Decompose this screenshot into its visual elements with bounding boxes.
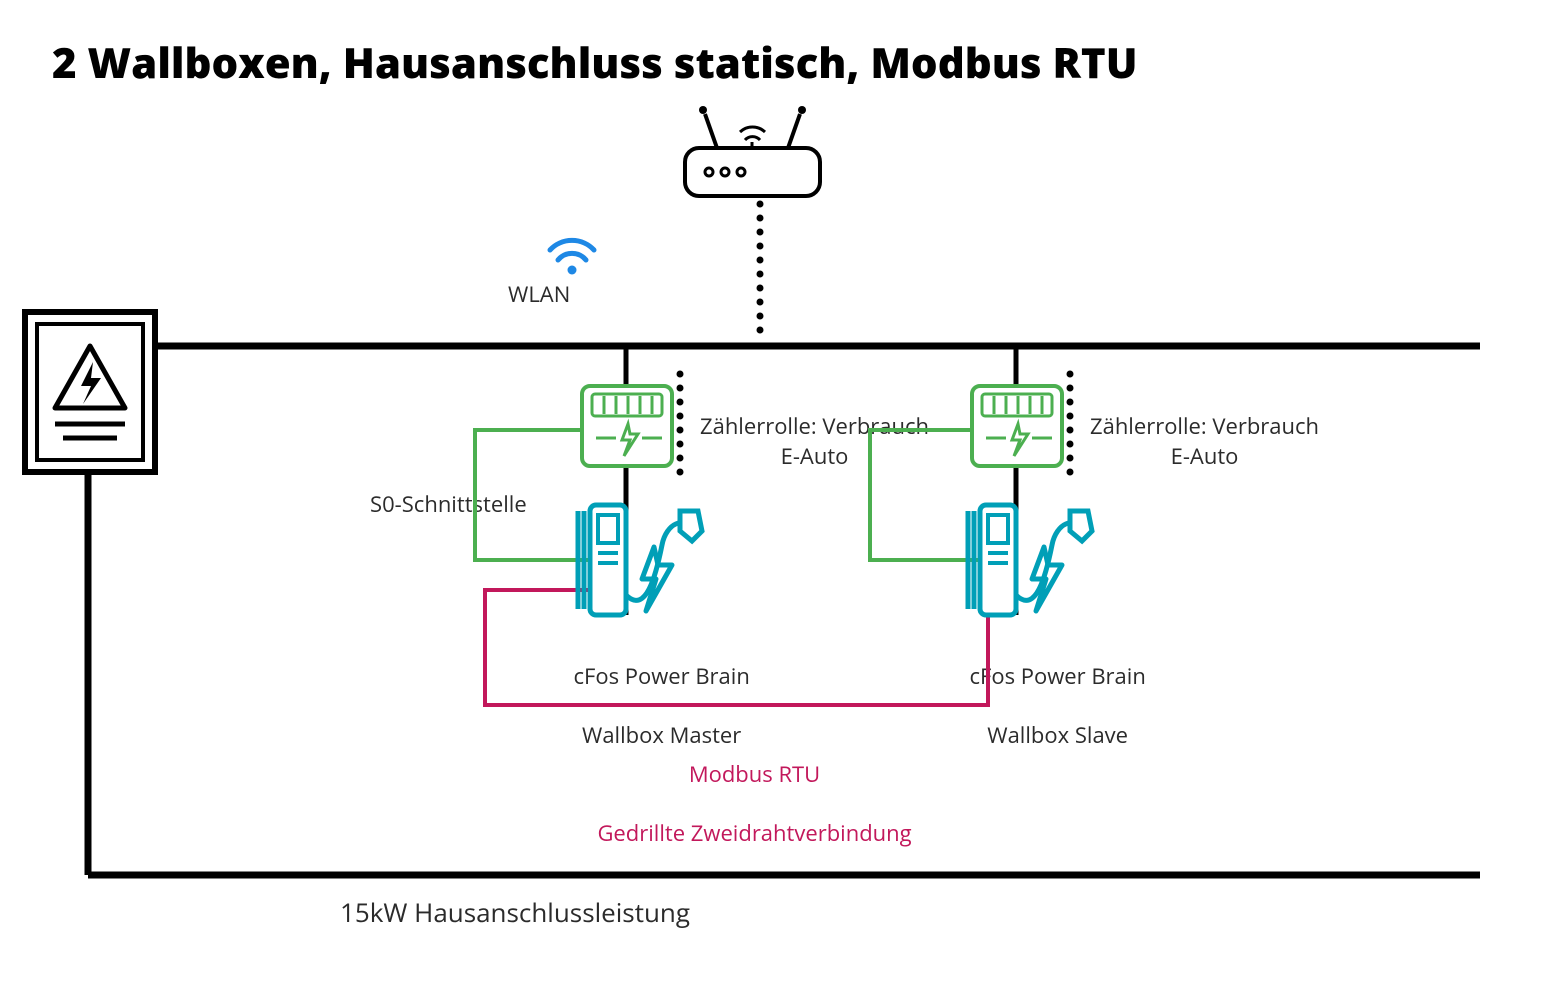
page-title: 2 Wallboxen, Hausanschluss statisch, Mod… [52, 34, 1138, 91]
router-icon [685, 106, 820, 196]
meter-icon-1 [582, 386, 672, 466]
wallbox-slave-label: cFos Power Brain Wallbox Slave [958, 632, 1146, 751]
modbus-line2: Gedrillte Zweidrahtverbindung [597, 818, 911, 848]
wallbox-slave-line1: cFos Power Brain [969, 661, 1145, 691]
meter1-role-label: Zählerrolle: Verbrauch E-Auto [700, 412, 929, 471]
modbus-line1: Modbus RTU [689, 759, 820, 789]
wifi-icon [550, 240, 594, 274]
meter1-dots [677, 371, 684, 476]
wallbox-slave-line2: Wallbox Slave [987, 720, 1128, 750]
router-dots [757, 201, 764, 334]
meter2-role-label: Zählerrolle: Verbrauch E-Auto [1090, 412, 1319, 471]
modbus-label: Modbus RTU Gedrillte Zweidrahtverbindung [586, 730, 912, 849]
wallbox-icon-2 [968, 505, 1092, 615]
distribution-panel-icon [25, 312, 155, 472]
s0-label: S0-Schnittstelle [370, 490, 527, 520]
wlan-label: WLAN [508, 280, 570, 310]
meter2-dots [1067, 371, 1074, 476]
power-label: 15kW Hausanschlussleistung [340, 895, 690, 930]
meter-icon-2 [972, 386, 1062, 466]
wallbox-master-line1: cFos Power Brain [573, 661, 749, 691]
wallbox-icon-1 [578, 505, 702, 615]
